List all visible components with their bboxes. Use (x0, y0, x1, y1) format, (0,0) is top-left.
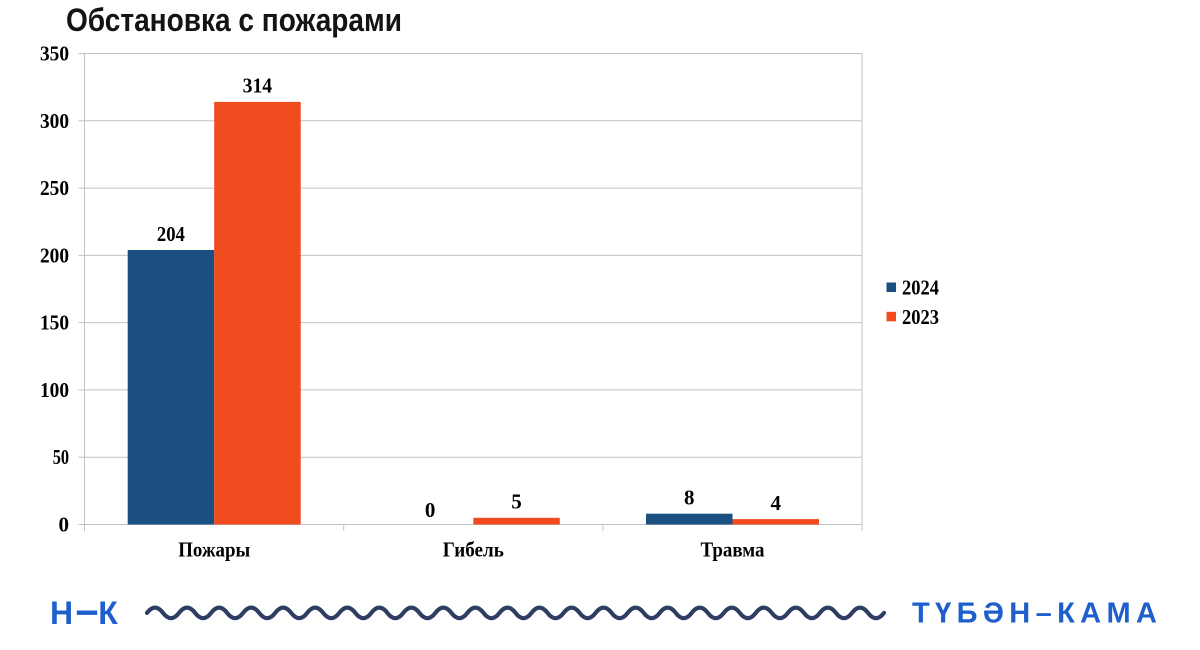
svg-text:4: 4 (770, 491, 781, 515)
svg-text:2024: 2024 (902, 276, 939, 300)
svg-text:0: 0 (59, 513, 70, 537)
svg-text:314: 314 (243, 74, 273, 98)
svg-text:50: 50 (53, 445, 69, 469)
svg-text:Гибель: Гибель (443, 538, 504, 562)
svg-text:Пожары: Пожары (178, 538, 250, 562)
svg-text:2023: 2023 (902, 305, 939, 329)
svg-text:350: 350 (40, 42, 69, 66)
svg-text:150: 150 (40, 311, 69, 335)
svg-text:100: 100 (40, 378, 69, 402)
svg-text:Травма: Травма (701, 538, 765, 562)
svg-text:К: К (98, 595, 118, 631)
svg-text:0: 0 (425, 498, 436, 522)
svg-text:5: 5 (511, 490, 522, 514)
svg-text:8: 8 (684, 486, 695, 510)
svg-text:200: 200 (40, 243, 69, 267)
svg-text:204: 204 (157, 222, 185, 246)
svg-text:250: 250 (40, 176, 69, 200)
svg-text:300: 300 (40, 109, 69, 133)
svg-text:Н: Н (50, 595, 73, 631)
svg-text:Обстановка с пожарами: Обстановка с пожарами (66, 2, 402, 38)
